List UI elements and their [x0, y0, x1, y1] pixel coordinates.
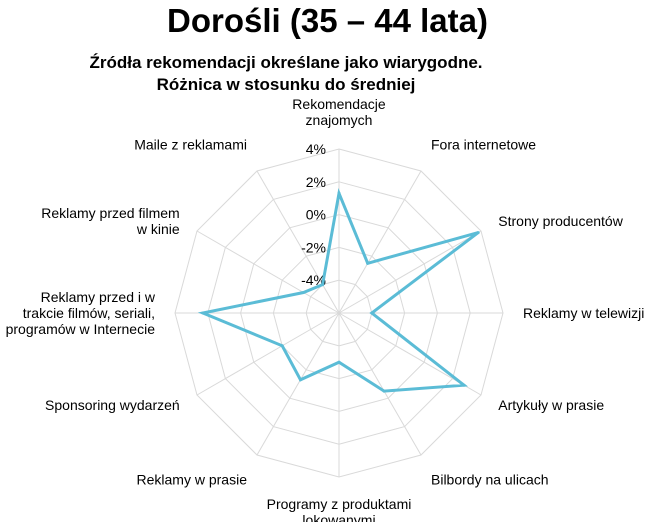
data-point-3 — [476, 231, 480, 235]
category-label-1-line-1: Rekomendacje — [292, 96, 386, 112]
category-label-8-line-1: Reklamy w prasie — [137, 471, 248, 487]
series-line — [197, 187, 480, 393]
tick-label-4: -2% — [301, 239, 326, 255]
data-point-2 — [366, 261, 370, 265]
category-label-12: Maile z reklamami — [134, 137, 247, 153]
data-point-11 — [302, 291, 305, 294]
data-point-6 — [382, 389, 386, 393]
category-label-5-line-1: Artykuły w prasie — [498, 397, 604, 413]
category-label-7: Programy z produktami lokowanymi — [267, 496, 412, 522]
category-label-1-line-2: znajomych — [306, 112, 373, 128]
grid-spoke-11 — [196, 230, 340, 314]
subtitle-line-1: Źródła rekomendacji określane jako wiary… — [89, 53, 483, 72]
grid-spoke-9 — [196, 312, 340, 396]
chart-subtitle: Źródła rekomendacji określane jako wiary… — [0, 52, 572, 96]
grid-spoke-12 — [256, 170, 340, 314]
grid-spoke-2 — [338, 170, 422, 314]
category-label-1: Rekomendacje znajomych — [292, 96, 386, 128]
grid-spoke-3 — [338, 230, 482, 314]
category-label-4-line-1: Reklamy w telewizji — [523, 305, 644, 321]
category-label-10-line-3: programów w Internecie — [6, 321, 156, 337]
category-label-10: Reklamy przed i w trakcie filmów, seriali… — [6, 289, 156, 337]
category-label-7-line-1: Programy z produktami — [267, 496, 412, 512]
category-label-4: Reklamy w telewizji — [523, 305, 644, 321]
category-label-9: Sponsoring wydarzeń — [45, 397, 180, 413]
data-point-7 — [337, 360, 341, 364]
category-label-11-line-1: Reklamy przed filmem — [41, 205, 179, 221]
tick-label-3: 0% — [306, 207, 326, 223]
data-point-12 — [321, 283, 325, 287]
category-label-11: Reklamy przed filmem w kinie — [41, 205, 180, 237]
tick-label-2: 2% — [306, 174, 326, 190]
subtitle-line-2: Różnica w stosunku do średniej — [156, 75, 416, 94]
category-label-7-line-2: lokowanymi — [302, 512, 375, 522]
chart-title: Dorośli (35 – 44 lata) — [167, 2, 488, 39]
category-label-2-line-1: Fora internetowe — [431, 137, 536, 153]
category-label-9-line-1: Sponsoring wydarzeń — [45, 397, 180, 413]
category-label-3: Strony producentów — [498, 213, 623, 229]
data-point-8 — [299, 378, 302, 382]
category-label-2: Fora internetowe — [431, 137, 536, 153]
grid-spoke-8 — [256, 312, 340, 456]
data-point-10 — [201, 311, 205, 315]
data-point-1 — [337, 191, 341, 195]
category-label-6-line-1: Bilbordy na ulicach — [431, 471, 549, 487]
category-label-6: Bilbordy na ulicach — [431, 471, 549, 487]
tick-label-1: 4% — [306, 141, 326, 157]
data-point-9 — [280, 344, 284, 348]
category-label-5: Artykuły w prasie — [498, 397, 604, 413]
category-label-10-line-1: Reklamy przed i w — [41, 289, 156, 305]
category-label-10-line-2: trakcie filmów, seriali, — [23, 305, 155, 321]
grid-spoke-6 — [338, 312, 422, 456]
data-point-5 — [462, 383, 466, 387]
category-label-3-line-1: Strony producentów — [498, 213, 623, 229]
category-label-11-line-2: w kinie — [136, 221, 180, 237]
category-label-8: Reklamy w prasie — [137, 471, 248, 487]
data-point-4 — [370, 311, 374, 315]
category-label-12-line-1: Maile z reklamami — [134, 137, 247, 153]
